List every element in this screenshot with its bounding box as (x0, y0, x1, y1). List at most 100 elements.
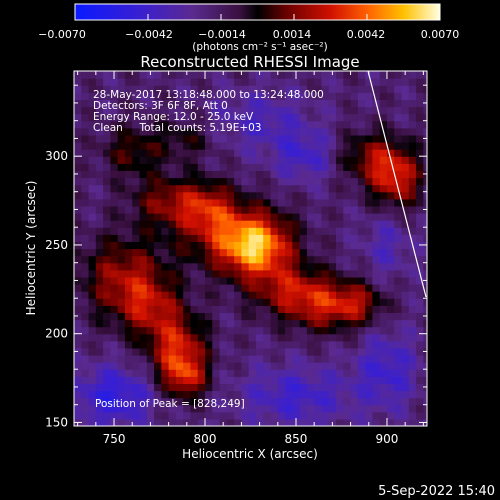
heatmap-cell (168, 220, 177, 228)
heatmap-cell (350, 106, 359, 115)
heatmap-cell (168, 149, 177, 157)
heatmap-cell (175, 369, 184, 377)
heatmap-cell (110, 390, 119, 399)
heatmap-cell (416, 411, 424, 420)
heatmap-cell (190, 78, 199, 86)
heatmap-cell (321, 184, 330, 193)
heatmap-cell (365, 184, 374, 193)
heatmap-cell (255, 241, 264, 250)
heatmap-cell (306, 120, 315, 129)
heatmap-cell (328, 163, 337, 171)
heatmap-cell (365, 85, 374, 93)
heatmap-cell (88, 312, 97, 321)
heatmap-cell (88, 298, 97, 306)
heatmap-cell (336, 262, 344, 271)
heatmap-cell (299, 340, 308, 349)
heatmap-cell (146, 298, 155, 306)
x-axis-label: Heliocentric X (arcsec) (182, 447, 318, 461)
heatmap-cell (95, 418, 104, 426)
heatmap-cell (168, 397, 177, 406)
heatmap-cell (401, 227, 410, 235)
heatmap-cell (175, 227, 184, 235)
heatmap-cell (226, 78, 235, 86)
heatmap-cell (270, 347, 279, 356)
heatmap-cell (74, 298, 82, 306)
heatmap-cell (205, 205, 213, 214)
heatmap-cell (401, 312, 410, 321)
heatmap-cell (95, 362, 104, 370)
heatmap-cell (263, 177, 272, 186)
heatmap-cell (110, 78, 119, 86)
heatmap-cell (299, 383, 308, 392)
heatmap-cell (408, 340, 417, 349)
heatmap-cell (81, 241, 90, 250)
heatmap-cell (263, 106, 272, 115)
heatmap-cell (161, 340, 170, 349)
heatmap-cell (183, 369, 192, 377)
heatmap-cell (205, 347, 213, 356)
heatmap-cell (416, 184, 424, 193)
heatmap-cell (190, 333, 199, 342)
heatmap-cell (168, 319, 177, 328)
heatmap-cell (161, 404, 170, 413)
heatmap-cell (292, 284, 301, 292)
heatmap-cell (241, 113, 250, 122)
heatmap-cell (255, 85, 264, 93)
heatmap-cell (212, 220, 221, 228)
heatmap-cell (146, 312, 155, 321)
heatmap-cell (350, 163, 359, 171)
heatmap-cell (212, 85, 221, 93)
heatmap-cell (124, 262, 133, 271)
heatmap-cell (248, 205, 257, 214)
heatmap-cell (314, 134, 323, 143)
heatmap-cell (95, 319, 104, 328)
heatmap-cell (190, 390, 199, 399)
heatmap-cell (314, 333, 323, 342)
heatmap-cell (408, 156, 417, 164)
heatmap-cell (372, 149, 381, 157)
heatmap-cell (132, 134, 141, 143)
heatmap-cell (336, 284, 344, 292)
heatmap-cell (168, 276, 177, 285)
heatmap-cell (226, 248, 235, 257)
heatmap-cell (190, 404, 199, 413)
heatmap-cell (168, 99, 177, 108)
heatmap-cell (306, 227, 315, 235)
heatmap-cell (81, 312, 90, 321)
heatmap-cell (423, 355, 427, 363)
heatmap-cell (132, 326, 141, 335)
heatmap-cell (103, 383, 111, 392)
heatmap-cell (270, 78, 279, 86)
heatmap-cell (255, 177, 264, 186)
heatmap-cell (124, 113, 133, 122)
heatmap-cell (248, 106, 257, 115)
heatmap-cell (314, 213, 323, 221)
heatmap-cell (357, 326, 366, 335)
heatmap-cell (88, 92, 97, 100)
heatmap-cell (255, 92, 264, 100)
heatmap-cell (336, 355, 344, 363)
heatmap-cell (95, 383, 104, 392)
heatmap-cell (423, 390, 427, 399)
heatmap-cell (74, 227, 82, 235)
heatmap-cell (146, 333, 155, 342)
heatmap-cell (314, 411, 323, 420)
heatmap-cell (343, 156, 352, 164)
heatmap-cell (336, 163, 344, 171)
heatmap-cell (292, 241, 301, 250)
heatmap-cell (74, 404, 82, 413)
heatmap-cell (270, 418, 279, 426)
heatmap-cell (197, 397, 206, 406)
heatmap-cell (357, 284, 366, 292)
heatmap-cell (110, 120, 119, 129)
heatmap-cell (350, 248, 359, 257)
heatmap-cell (401, 383, 410, 392)
heatmap-cell (314, 127, 323, 136)
heatmap-cell (423, 156, 427, 164)
heatmap-cell (88, 355, 97, 363)
heatmap-cell (146, 142, 155, 150)
heatmap-cell (292, 85, 301, 93)
heatmap-cell (255, 326, 264, 335)
heatmap-cell (95, 184, 104, 193)
heatmap-cell (365, 156, 374, 164)
